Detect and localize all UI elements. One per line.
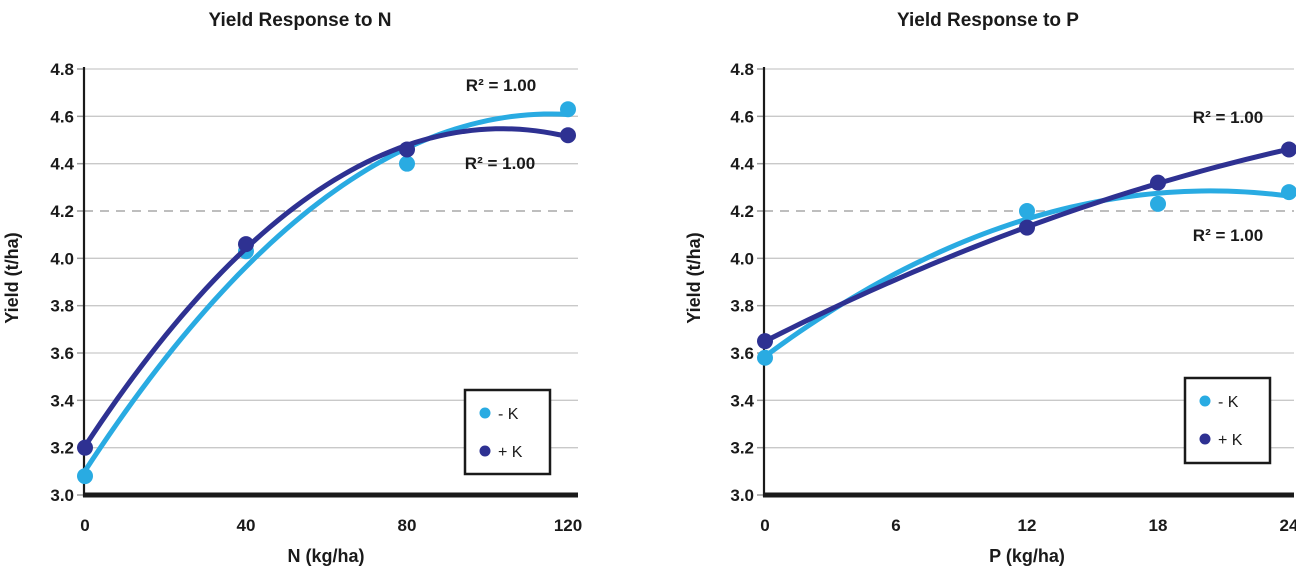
y-tick-label: 3.4 [50, 391, 74, 410]
y-tick-label: 3.2 [730, 439, 754, 458]
y-tick-label: 4.2 [730, 202, 754, 221]
legend-marker-icon [1199, 433, 1211, 445]
x-axis-title: N (kg/ha) [287, 546, 364, 566]
x-tick-label: 120 [554, 516, 582, 535]
data-point-marker [757, 333, 773, 350]
y-tick-label: 3.8 [50, 297, 74, 316]
data-point-marker [560, 127, 576, 144]
yield-response-p-chart: 3.0 3.2 3.4 3.6 3.8 4.0 4.2 4.4 4.6 4.8 0 6 12 18 24 R²… [684, 10, 1296, 566]
legend-box [463, 388, 552, 476]
r2-annotation: R² = 1.00 [1193, 226, 1263, 245]
yield-response-n-chart: 3.0 3.2 3.4 3.6 3.8 4.0 4.2 4.4 4.6 4.8 0 40 80 120 R²… [2, 10, 582, 566]
y-tick-label: 3.0 [50, 486, 74, 505]
x-tick-label: 18 [1149, 516, 1168, 535]
y-axis-title: Yield (t/ha) [2, 232, 22, 323]
data-point-marker [399, 155, 415, 172]
chart-title: Yield Response to N [209, 10, 392, 31]
y-tick-label: 3.2 [50, 439, 74, 458]
y-tick-label: 4.4 [730, 155, 754, 174]
y-tick-label: 3.0 [730, 486, 754, 505]
r2-annotation: R² = 1.00 [465, 154, 535, 173]
legend-item-label: + K [498, 444, 523, 461]
x-tick-label: 0 [760, 516, 769, 535]
data-point-marker [77, 468, 93, 485]
x-tick-label: 40 [237, 516, 256, 535]
x-tick-label: 80 [398, 516, 417, 535]
y-tick-label: 4.6 [730, 107, 754, 126]
data-point-marker [1018, 203, 1035, 219]
trendline-+K [762, 146, 1292, 344]
data-point-marker [1149, 195, 1166, 212]
trendline--K [82, 111, 571, 474]
y-tick-label: 4.0 [50, 249, 74, 268]
y-tick-label: 3.8 [730, 297, 754, 316]
legend-marker-icon [479, 445, 491, 457]
data-point-marker [1281, 141, 1296, 158]
x-tick-label: 12 [1018, 516, 1037, 535]
data-point-marker [1018, 219, 1035, 236]
x-tick-label: 6 [891, 516, 900, 535]
legend-item-label: - K [498, 406, 519, 423]
data-point-marker [77, 439, 93, 456]
r2-annotation: R² = 1.00 [466, 76, 536, 95]
legend-item-label: + K [1218, 432, 1243, 449]
legend-marker-icon [1199, 395, 1211, 407]
legend: - K + K [1183, 376, 1272, 465]
data-point-marker [1149, 174, 1166, 191]
data-point-marker [238, 236, 254, 253]
y-tick-label: 3.6 [50, 344, 74, 363]
y-tick-label: 3.6 [730, 344, 754, 363]
y-tick-label: 4.0 [730, 249, 754, 268]
y-axis-title: Yield (t/ha) [684, 232, 704, 323]
y-tick-label: 3.4 [730, 391, 754, 410]
y-tick-label: 4.8 [50, 60, 74, 79]
data-point-marker [399, 141, 415, 158]
r2-annotation: R² = 1.00 [1193, 108, 1263, 127]
x-axis-title: P (kg/ha) [989, 546, 1065, 566]
legend-box [1183, 376, 1272, 465]
legend: - K + K [463, 388, 552, 476]
x-tick-label: 24 [1280, 516, 1296, 535]
legend-item-label: - K [1218, 394, 1239, 411]
trendline-+K [82, 126, 571, 449]
y-tick-label: 4.4 [50, 155, 74, 174]
y-tick-label: 4.8 [730, 60, 754, 79]
data-point-marker [757, 349, 773, 366]
y-tick-label: 4.6 [50, 107, 74, 126]
data-point-marker [1281, 184, 1296, 201]
legend-marker-icon [479, 407, 491, 419]
x-tick-label: 0 [80, 516, 89, 535]
data-point-marker [560, 101, 576, 118]
y-tick-label: 4.2 [50, 202, 74, 221]
chart-title: Yield Response to P [897, 10, 1079, 31]
